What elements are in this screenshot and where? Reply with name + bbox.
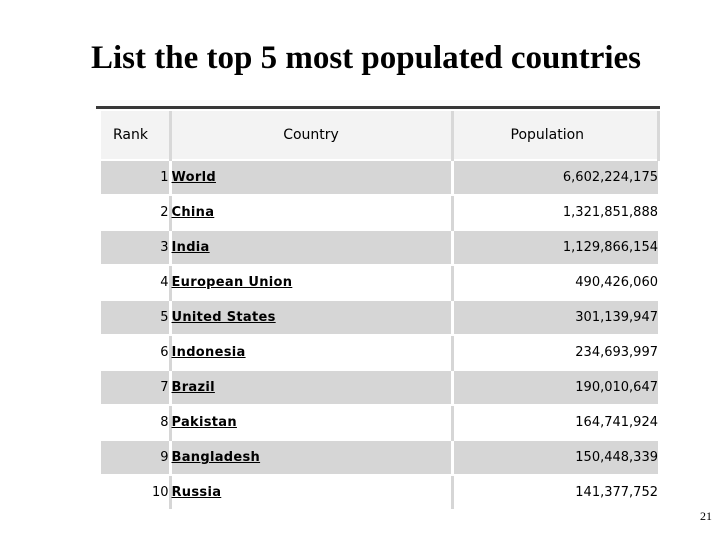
population-cell: 141,377,752 (452, 475, 658, 509)
country-cell: Pakistan (170, 405, 454, 440)
rank-cell: 6 (101, 335, 172, 370)
country-cell: India (170, 230, 454, 265)
country-link[interactable]: China (171, 205, 215, 220)
page-number: 21 (700, 509, 712, 523)
table-row: 1 World 6,602,224,175 (101, 160, 658, 195)
population-cell: 1,129,866,154 (452, 230, 658, 265)
population-cell: 301,139,947 (452, 300, 658, 335)
country-cell: Bangladesh (170, 440, 454, 475)
population-cell: 490,426,060 (452, 265, 658, 300)
column-header-country[interactable]: Country (170, 111, 454, 160)
country-cell: World (170, 160, 454, 195)
column-header-rank[interactable]: Rank (101, 111, 172, 160)
country-cell: Indonesia (170, 335, 454, 370)
population-table: Rank Country Population 1 World 6,602,22… (101, 111, 660, 509)
population-cell: 6,602,224,175 (452, 160, 658, 195)
country-cell: European Union (170, 265, 454, 300)
rank-cell: 8 (101, 405, 172, 440)
rank-cell: 10 (101, 475, 172, 509)
country-cell: China (170, 195, 454, 230)
country-link[interactable]: World (171, 170, 216, 185)
rank-cell: 2 (101, 195, 172, 230)
country-link[interactable]: India (171, 240, 210, 255)
country-link[interactable]: Indonesia (171, 345, 246, 360)
country-link[interactable]: Bangladesh (171, 450, 261, 465)
country-link[interactable]: European Union (171, 275, 293, 290)
rank-cell: 4 (101, 265, 172, 300)
table-row: 5 United States 301,139,947 (101, 300, 658, 335)
rank-cell: 3 (101, 230, 172, 265)
country-link[interactable]: Pakistan (171, 415, 237, 430)
table-row: 4 European Union 490,426,060 (101, 265, 658, 300)
table-row: 9 Bangladesh 150,448,339 (101, 440, 658, 475)
country-cell: Brazil (170, 370, 454, 405)
country-cell: United States (170, 300, 454, 335)
rank-cell: 7 (101, 370, 172, 405)
population-cell: 234,693,997 (452, 335, 658, 370)
population-cell: 150,448,339 (452, 440, 658, 475)
table-top-rule (96, 106, 660, 109)
table-row: 8 Pakistan 164,741,924 (101, 405, 658, 440)
column-header-population[interactable]: Population (452, 111, 660, 160)
table-row: 6 Indonesia 234,693,997 (101, 335, 658, 370)
country-link[interactable]: Russia (171, 485, 222, 500)
table-row: 10 Russia 141,377,752 (101, 475, 658, 509)
table-row: 7 Brazil 190,010,647 (101, 370, 658, 405)
population-cell: 190,010,647 (452, 370, 658, 405)
rank-cell: 5 (101, 300, 172, 335)
table-row: 3 India 1,129,866,154 (101, 230, 658, 265)
population-table-frame: Rank Country Population 1 World 6,602,22… (101, 111, 660, 509)
rank-cell: 9 (101, 440, 172, 475)
table-header-row: Rank Country Population (101, 111, 660, 160)
slide-title: List the top 5 most populated countries (90, 40, 642, 76)
population-cell: 164,741,924 (452, 405, 658, 440)
rank-cell: 1 (101, 160, 172, 195)
country-cell: Russia (170, 475, 454, 509)
table-row: 2 China 1,321,851,888 (101, 195, 658, 230)
country-link[interactable]: United States (171, 310, 276, 325)
country-link[interactable]: Brazil (171, 380, 215, 395)
population-cell: 1,321,851,888 (452, 195, 658, 230)
